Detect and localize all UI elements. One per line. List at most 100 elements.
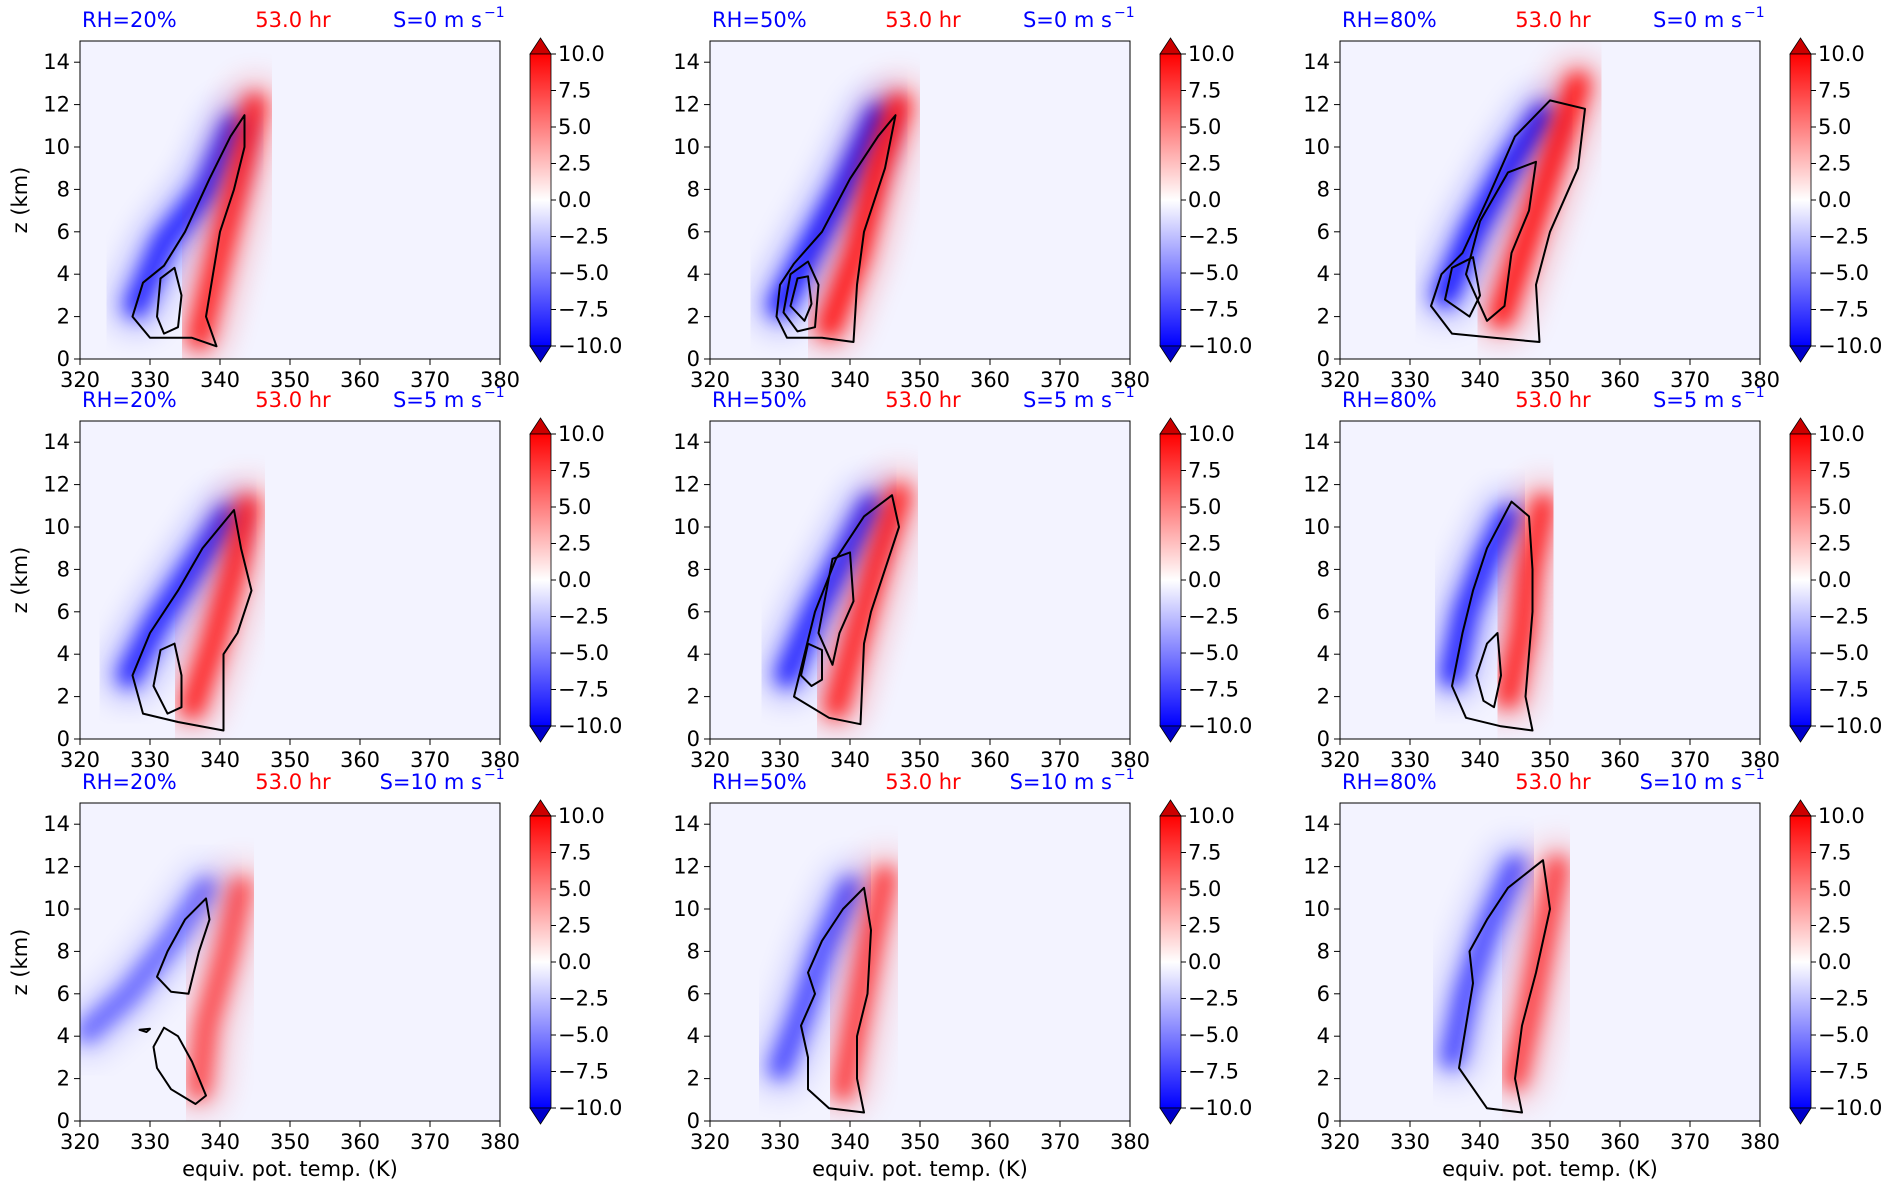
colorbar-tick-label: −7.5 xyxy=(1188,298,1239,322)
x-tick-label: 340 xyxy=(830,1130,870,1154)
y-tick-label: 8 xyxy=(1317,939,1330,963)
x-tick-label: 360 xyxy=(1600,748,1640,772)
y-axis: 0 2 4 6 8 10 12 14 xyxy=(1303,812,1340,1133)
y-tick-label: 12 xyxy=(1303,93,1330,117)
colorbar-tick-label: 7.5 xyxy=(1188,79,1221,103)
rh-title: RH=20% xyxy=(82,8,177,32)
x-tick-label: 350 xyxy=(1530,748,1570,772)
colorbar-tick-label: 0.0 xyxy=(1188,950,1221,974)
x-axis: 320 330 340 350 360 370 380 xyxy=(60,359,520,392)
colorbar-tick-label: 5.0 xyxy=(1818,115,1851,139)
colorbar: 10.0 7.5 5.0 2.5 0.0 −2.5 −5.0 −7.5 −10.0 xyxy=(529,37,622,363)
colorbar-min-extend xyxy=(529,345,552,363)
contour-line-2 xyxy=(156,266,183,335)
x-axis-label: equiv. pot. temp. (K) xyxy=(1442,1157,1658,1181)
colorbar: 10.0 7.5 5.0 2.5 0.0 −2.5 −5.0 −7.5 −10.0 xyxy=(1789,37,1882,363)
y-tick-label: 14 xyxy=(1303,430,1330,454)
colorbar-scale xyxy=(1159,53,1182,347)
y-tick-label: 0 xyxy=(687,347,700,371)
positive-anomaly-band xyxy=(1497,494,1554,708)
colorbar: 10.0 7.5 5.0 2.5 0.0 −2.5 −5.0 −7.5 −10.0 xyxy=(1159,37,1252,363)
y-tick-label: 14 xyxy=(1303,50,1330,74)
x-tick-label: 370 xyxy=(410,368,450,392)
y-axis-label: z (km) xyxy=(8,547,32,614)
contour-line-2 xyxy=(152,1026,207,1105)
y-tick-label: 2 xyxy=(57,305,70,329)
colorbar-tick-label: −10.0 xyxy=(558,1096,622,1120)
y-tick-label: 10 xyxy=(43,515,70,539)
contour-line-3 xyxy=(138,1027,151,1033)
colorbar: 10.0 7.5 5.0 2.5 0.0 −2.5 −5.0 −7.5 −10.0 xyxy=(1789,417,1882,743)
colorbar: 10.0 7.5 5.0 2.5 0.0 −2.5 −5.0 −7.5 −10.0 xyxy=(529,417,622,743)
colorbar-tick-label: 10.0 xyxy=(558,422,605,446)
y-tick-label: 6 xyxy=(1317,220,1330,244)
x-tick-label: 360 xyxy=(340,1130,380,1154)
x-tick-label: 330 xyxy=(130,748,170,772)
colorbar-tick-label: −7.5 xyxy=(1818,298,1869,322)
time-title: 53.0 hr xyxy=(885,770,961,794)
y-tick-label: 8 xyxy=(1317,557,1330,581)
x-tick-label: 320 xyxy=(690,1130,730,1154)
contour-line-3 xyxy=(1444,256,1481,318)
x-tick-label: 350 xyxy=(1530,1130,1570,1154)
time-title: 53.0 hr xyxy=(255,388,331,412)
y-tick-label: 12 xyxy=(1303,855,1330,879)
y-tick-label: 4 xyxy=(57,262,70,286)
y-tick-label: 6 xyxy=(57,982,70,1006)
contour-line-1 xyxy=(1451,500,1534,732)
colorbar-tick-label: 2.5 xyxy=(1188,914,1221,938)
y-tick-label: 8 xyxy=(57,939,70,963)
contour-lines xyxy=(1430,99,1586,343)
y-tick-label: 2 xyxy=(687,305,700,329)
colorbar-tick-label: −2.5 xyxy=(558,605,609,629)
colorbar: 10.0 7.5 5.0 2.5 0.0 −2.5 −5.0 −7.5 −10.0 xyxy=(1159,799,1252,1125)
colorbar-tick-label: 10.0 xyxy=(1188,804,1235,828)
y-axis: 0 2 4 6 8 10 12 14 xyxy=(1303,50,1340,371)
x-tick-label: 330 xyxy=(1390,748,1430,772)
colorbar-tick-label: 10.0 xyxy=(1818,42,1865,66)
x-tick-label: 380 xyxy=(1740,368,1780,392)
shear-exponent: −1 xyxy=(1114,5,1135,21)
x-tick-label: 350 xyxy=(270,748,310,772)
x-tick-label: 360 xyxy=(340,748,380,772)
y-tick-label: 4 xyxy=(57,642,70,666)
x-tick-label: 330 xyxy=(760,368,800,392)
colorbar-tick-label: 2.5 xyxy=(558,914,591,938)
colorbar-scale xyxy=(1789,433,1812,727)
panel-1: 320 330 340 350 360 370 380 0 2 4 6 8 10 12 14 z (km) RH… xyxy=(8,5,622,392)
x-tick-label: 370 xyxy=(1040,1130,1080,1154)
shear-title: S=10 m s xyxy=(380,770,482,794)
colorbar-tick-label: −10.0 xyxy=(1818,1096,1882,1120)
contour-line-2 xyxy=(782,260,820,333)
y-tick-label: 14 xyxy=(43,50,70,74)
negative-anomaly-band xyxy=(80,876,217,1043)
contour-line-1 xyxy=(1430,99,1586,343)
x-tick-label: 380 xyxy=(480,748,520,772)
y-tick-label: 14 xyxy=(673,812,700,836)
y-tick-label: 12 xyxy=(673,855,700,879)
y-axis-label: z (km) xyxy=(8,167,32,234)
y-tick-label: 10 xyxy=(673,515,700,539)
rh-title: RH=50% xyxy=(712,8,807,32)
x-tick-label: 360 xyxy=(1600,368,1640,392)
x-tick-label: 330 xyxy=(130,1130,170,1154)
y-tick-label: 10 xyxy=(43,135,70,159)
colorbar-tick-label: −2.5 xyxy=(558,225,609,249)
colorbar-tick-label: 5.0 xyxy=(558,495,591,519)
contour-lines xyxy=(793,494,900,726)
y-tick-label: 12 xyxy=(43,855,70,879)
y-axis-label: z (km) xyxy=(8,929,32,996)
negative-anomaly-band xyxy=(776,494,882,687)
colorbar-tick-label: −10.0 xyxy=(1188,334,1252,358)
x-tick-label: 380 xyxy=(480,1130,520,1154)
colorbar-tick-label: 2.5 xyxy=(558,152,591,176)
contour-line-2 xyxy=(1475,632,1502,709)
contour-line-2 xyxy=(1465,160,1537,322)
y-tick-label: 4 xyxy=(687,642,700,666)
x-axis-label: equiv. pot. temp. (K) xyxy=(182,1157,398,1181)
y-tick-label: 2 xyxy=(57,685,70,709)
colorbar-tick-label: −7.5 xyxy=(558,678,609,702)
colorbar-max-extend xyxy=(1159,799,1182,817)
x-tick-label: 380 xyxy=(1740,1130,1780,1154)
colorbar-tick-label: −2.5 xyxy=(558,987,609,1011)
